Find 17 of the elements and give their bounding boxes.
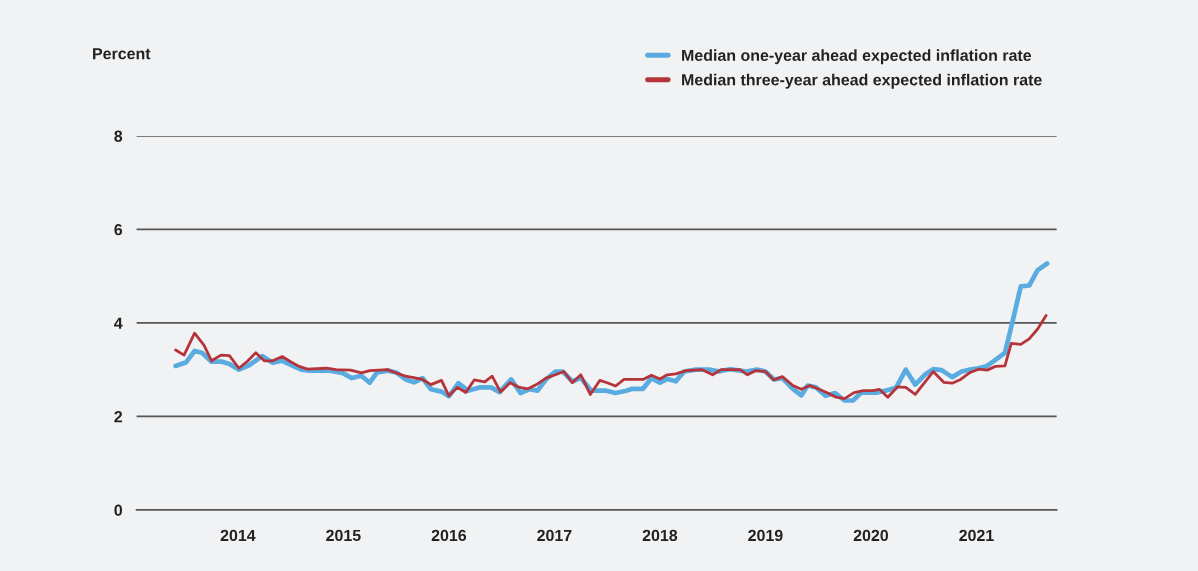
legend-label: Median three-year ahead expected inflation rate [682,73,1042,89]
x-tick-label: 2016 [431,529,467,542]
x-tick-label: 2020 [853,529,889,542]
y-tick-label: 6 [114,224,123,236]
legend-label: Median one-year ahead expected inflation rate [682,49,1032,65]
y-tick-label: 0 [114,504,123,516]
x-tick-label: 2014 [220,529,256,542]
y-tick-label: 2 [114,411,123,423]
y-tick-label: 4 [114,317,123,329]
y-tick-label: 8 [114,130,123,142]
x-tick-label: 2015 [326,529,361,542]
x-tick-label: 2021 [959,529,994,542]
y-axis-title: Percent [93,48,151,60]
line-series [174,314,1048,401]
x-tick-label: 2019 [748,529,783,542]
x-tick-label: 2018 [642,529,678,542]
x-tick-label: 2017 [537,529,572,542]
